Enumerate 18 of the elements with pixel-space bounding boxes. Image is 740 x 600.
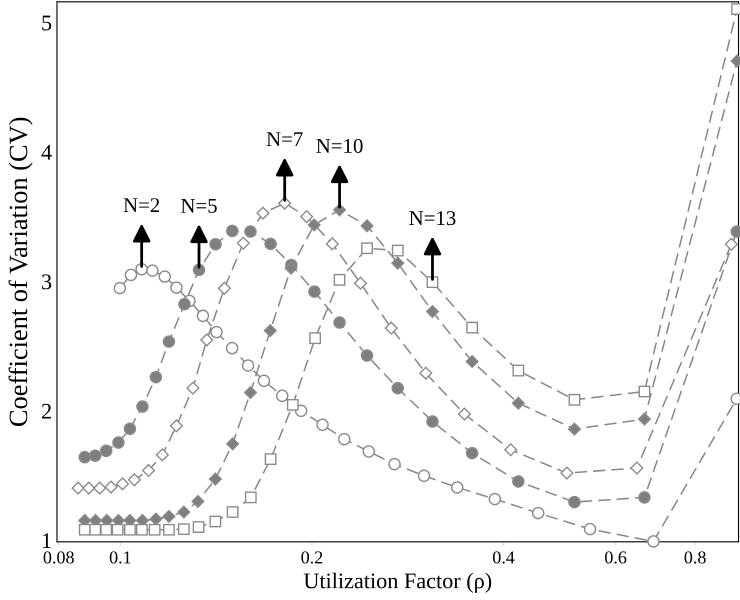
- x-tick-label: 0.2: [301, 551, 322, 564]
- x-axis-title: Utilization Factor (ρ): [304, 572, 492, 593]
- y-tick-label: 3: [42, 274, 52, 290]
- x-tick-label: 0.1: [110, 551, 131, 564]
- y-tick-label: 2: [42, 404, 51, 419]
- annotation: N=7: [266, 132, 303, 146]
- x-tick-label: 0.4: [492, 551, 515, 564]
- y-tick-label: 1: [42, 533, 51, 548]
- x-tick-label: 0.6: [605, 551, 626, 564]
- x-tick-label: 0.8: [684, 551, 706, 564]
- x-tick-label: 0.08: [44, 551, 74, 564]
- annotation: N=5: [180, 199, 217, 213]
- annotation: N=2: [124, 198, 160, 212]
- annotation: N=10: [316, 138, 363, 153]
- annotation: N=13: [409, 211, 456, 226]
- y-tick-label: 5: [42, 16, 52, 30]
- y-axis-title: Coefficient of Variation (CV): [8, 118, 33, 426]
- y-tick-label: 4: [41, 145, 52, 160]
